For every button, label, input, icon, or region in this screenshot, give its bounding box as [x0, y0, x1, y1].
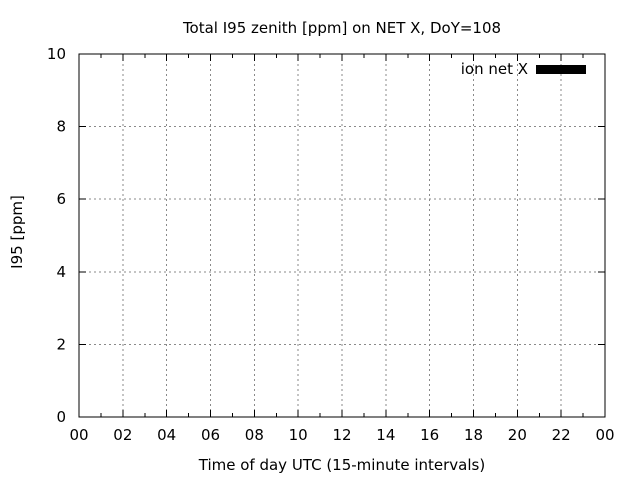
y-tick-label: 0 [56, 408, 66, 426]
x-tick-label: 06 [201, 426, 220, 444]
x-tick-label: 02 [113, 426, 132, 444]
x-tick-label: 10 [289, 426, 308, 444]
x-tick-label: 20 [508, 426, 527, 444]
x-tick-label: 12 [332, 426, 351, 444]
x-tick-label: 22 [552, 426, 571, 444]
x-tick-labels: 00 02 04 06 08 10 12 14 16 18 20 22 00 [69, 426, 614, 444]
y-tick-label: 2 [56, 335, 66, 353]
legend-label: ion net X [461, 60, 528, 78]
x-tick-label: 08 [245, 426, 264, 444]
chart-title: Total I95 zenith [ppm] on NET X, DoY=108 [182, 19, 501, 37]
legend-swatch [536, 65, 586, 74]
y-tick-label: 10 [47, 45, 66, 63]
y-tick-label: 6 [56, 190, 66, 208]
x-tick-label: 16 [420, 426, 439, 444]
legend: ion net X [461, 60, 586, 78]
x-tick-label: 00 [595, 426, 614, 444]
y-tick-label: 4 [56, 263, 66, 281]
y-tick-label: 8 [56, 118, 66, 136]
x-tick-label: 18 [464, 426, 483, 444]
tick-layer [78, 53, 606, 418]
x-tick-label: 00 [69, 426, 88, 444]
x-axis-label: Time of day UTC (15-minute intervals) [198, 456, 485, 474]
x-tick-label: 04 [157, 426, 176, 444]
grid-layer [79, 54, 605, 417]
x-tick-label: 14 [376, 426, 395, 444]
y-tick-labels: 0 2 4 6 8 10 [47, 45, 66, 426]
y-axis-label: I95 [ppm] [8, 195, 26, 269]
